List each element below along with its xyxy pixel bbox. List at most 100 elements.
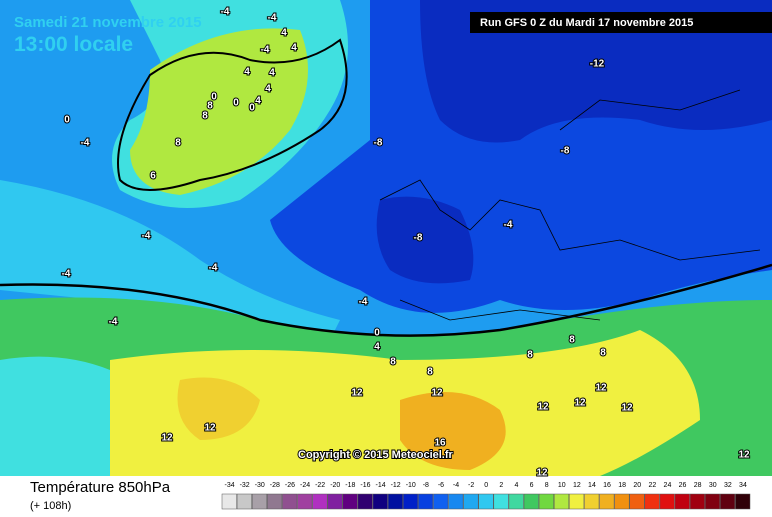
legend-label: 16 bbox=[603, 482, 611, 489]
contour-label: 0 bbox=[249, 103, 255, 114]
legend-label: 22 bbox=[648, 482, 656, 489]
legend-label: -18 bbox=[345, 482, 355, 489]
greenland-warmer bbox=[130, 28, 308, 195]
legend-label: -24 bbox=[300, 482, 310, 489]
legend-swatch bbox=[720, 493, 736, 510]
legend-swatch bbox=[327, 493, 343, 510]
contour-label: 8 bbox=[569, 335, 575, 346]
legend-swatch bbox=[236, 493, 252, 510]
legend-swatch bbox=[735, 493, 751, 510]
legend-swatch bbox=[644, 493, 660, 510]
contour-label: 4 bbox=[255, 96, 261, 107]
legend-label: -26 bbox=[285, 482, 295, 489]
legend-swatch bbox=[297, 493, 313, 510]
contour-label: 4 bbox=[244, 67, 250, 78]
contour-label: -4 bbox=[261, 45, 270, 56]
contour-label: 12 bbox=[574, 398, 586, 409]
atlantic-cool bbox=[0, 356, 110, 476]
legend-swatch bbox=[523, 493, 539, 510]
legend-swatch bbox=[251, 493, 268, 510]
contour-label: 12 bbox=[738, 450, 750, 461]
legend-swatch bbox=[614, 493, 630, 510]
legend-swatch bbox=[357, 493, 373, 510]
contour-label: 8 bbox=[390, 357, 396, 368]
legend-label: 20 bbox=[633, 482, 641, 489]
legend-label: 26 bbox=[679, 482, 687, 489]
legend-swatch bbox=[342, 493, 358, 510]
zero-isotherm bbox=[0, 263, 772, 337]
contour-label: 0 bbox=[233, 98, 239, 109]
run-box bbox=[470, 12, 772, 33]
coastline bbox=[379, 89, 761, 321]
zero-isotherm bbox=[117, 38, 348, 191]
legend-label: -12 bbox=[391, 482, 401, 489]
contour-label: 12 bbox=[161, 433, 173, 444]
legend-swatch bbox=[418, 493, 434, 510]
contour-label: 12 bbox=[536, 468, 548, 479]
contour-label: 12 bbox=[204, 423, 216, 434]
contour-label: 12 bbox=[431, 388, 443, 399]
legend-label: 30 bbox=[709, 482, 717, 489]
contour-label: 8 bbox=[427, 367, 433, 378]
legend-label: -22 bbox=[315, 482, 325, 489]
legend-label: 4 bbox=[514, 482, 518, 489]
legend-swatch bbox=[493, 493, 509, 510]
time: 13:00 locale bbox=[14, 33, 133, 56]
legend-swatch bbox=[448, 493, 464, 510]
contour-label: 8 bbox=[175, 138, 181, 149]
legend-label: -10 bbox=[406, 482, 416, 489]
legend-swatch bbox=[402, 493, 419, 510]
hot-region bbox=[400, 392, 506, 470]
legend-label: 18 bbox=[618, 482, 626, 489]
contour-label: 12 bbox=[537, 402, 549, 413]
legend-label: -32 bbox=[240, 482, 250, 489]
legend-label: -8 bbox=[423, 482, 429, 489]
contour-label: 4 bbox=[291, 43, 297, 54]
contour-label: 8 bbox=[600, 348, 606, 359]
legend-swatch bbox=[221, 493, 237, 510]
legend-swatch bbox=[508, 493, 524, 510]
legend-label: 6 bbox=[530, 482, 534, 489]
legend-swatch bbox=[282, 493, 298, 510]
contour-label: -4 bbox=[109, 317, 118, 328]
legend-swatch bbox=[312, 493, 328, 510]
legend-label: -28 bbox=[270, 482, 280, 489]
legend-label: -20 bbox=[330, 482, 340, 489]
legend-swatch bbox=[584, 493, 600, 510]
contour-label: -8 bbox=[561, 146, 570, 157]
legend-swatch bbox=[433, 493, 449, 510]
legend-label: 34 bbox=[739, 482, 747, 489]
contour-label: -8 bbox=[414, 233, 423, 244]
contour-label: -8 bbox=[374, 138, 383, 149]
legend-label: -16 bbox=[360, 482, 370, 489]
legend-label: 24 bbox=[664, 482, 672, 489]
very-cold-region bbox=[420, 0, 772, 143]
contour-label: 8 bbox=[527, 350, 533, 361]
contour-label: 12 bbox=[351, 388, 363, 399]
legend-swatch bbox=[478, 493, 494, 510]
hot-region bbox=[177, 377, 260, 440]
legend-swatch bbox=[553, 493, 570, 510]
contour-label: -4 bbox=[142, 231, 151, 242]
legend-swatch bbox=[599, 493, 615, 510]
legend-swatch bbox=[659, 493, 675, 510]
date: Samedi 21 novembre 2015 bbox=[14, 14, 202, 31]
legend-title: Température 850hPa bbox=[30, 479, 171, 496]
contour-label: 4 bbox=[281, 28, 287, 39]
legend-label: -34 bbox=[224, 482, 234, 489]
lead-time: (+ 108h) bbox=[30, 500, 71, 512]
legend-label: 2 bbox=[499, 482, 503, 489]
contour-label: -4 bbox=[209, 263, 218, 274]
copyright: Copyright © 2015 Meteociel.fr bbox=[298, 449, 454, 461]
legend-label: -14 bbox=[375, 482, 385, 489]
legend-swatch bbox=[704, 493, 721, 510]
legend-swatch bbox=[538, 493, 554, 510]
contour-label: -4 bbox=[81, 138, 90, 149]
legend-swatch bbox=[629, 493, 645, 510]
contour-label: 0 bbox=[374, 328, 380, 339]
legend-swatch bbox=[372, 493, 388, 510]
legend-label: -2 bbox=[468, 482, 474, 489]
contour-label: 0 bbox=[64, 115, 70, 126]
